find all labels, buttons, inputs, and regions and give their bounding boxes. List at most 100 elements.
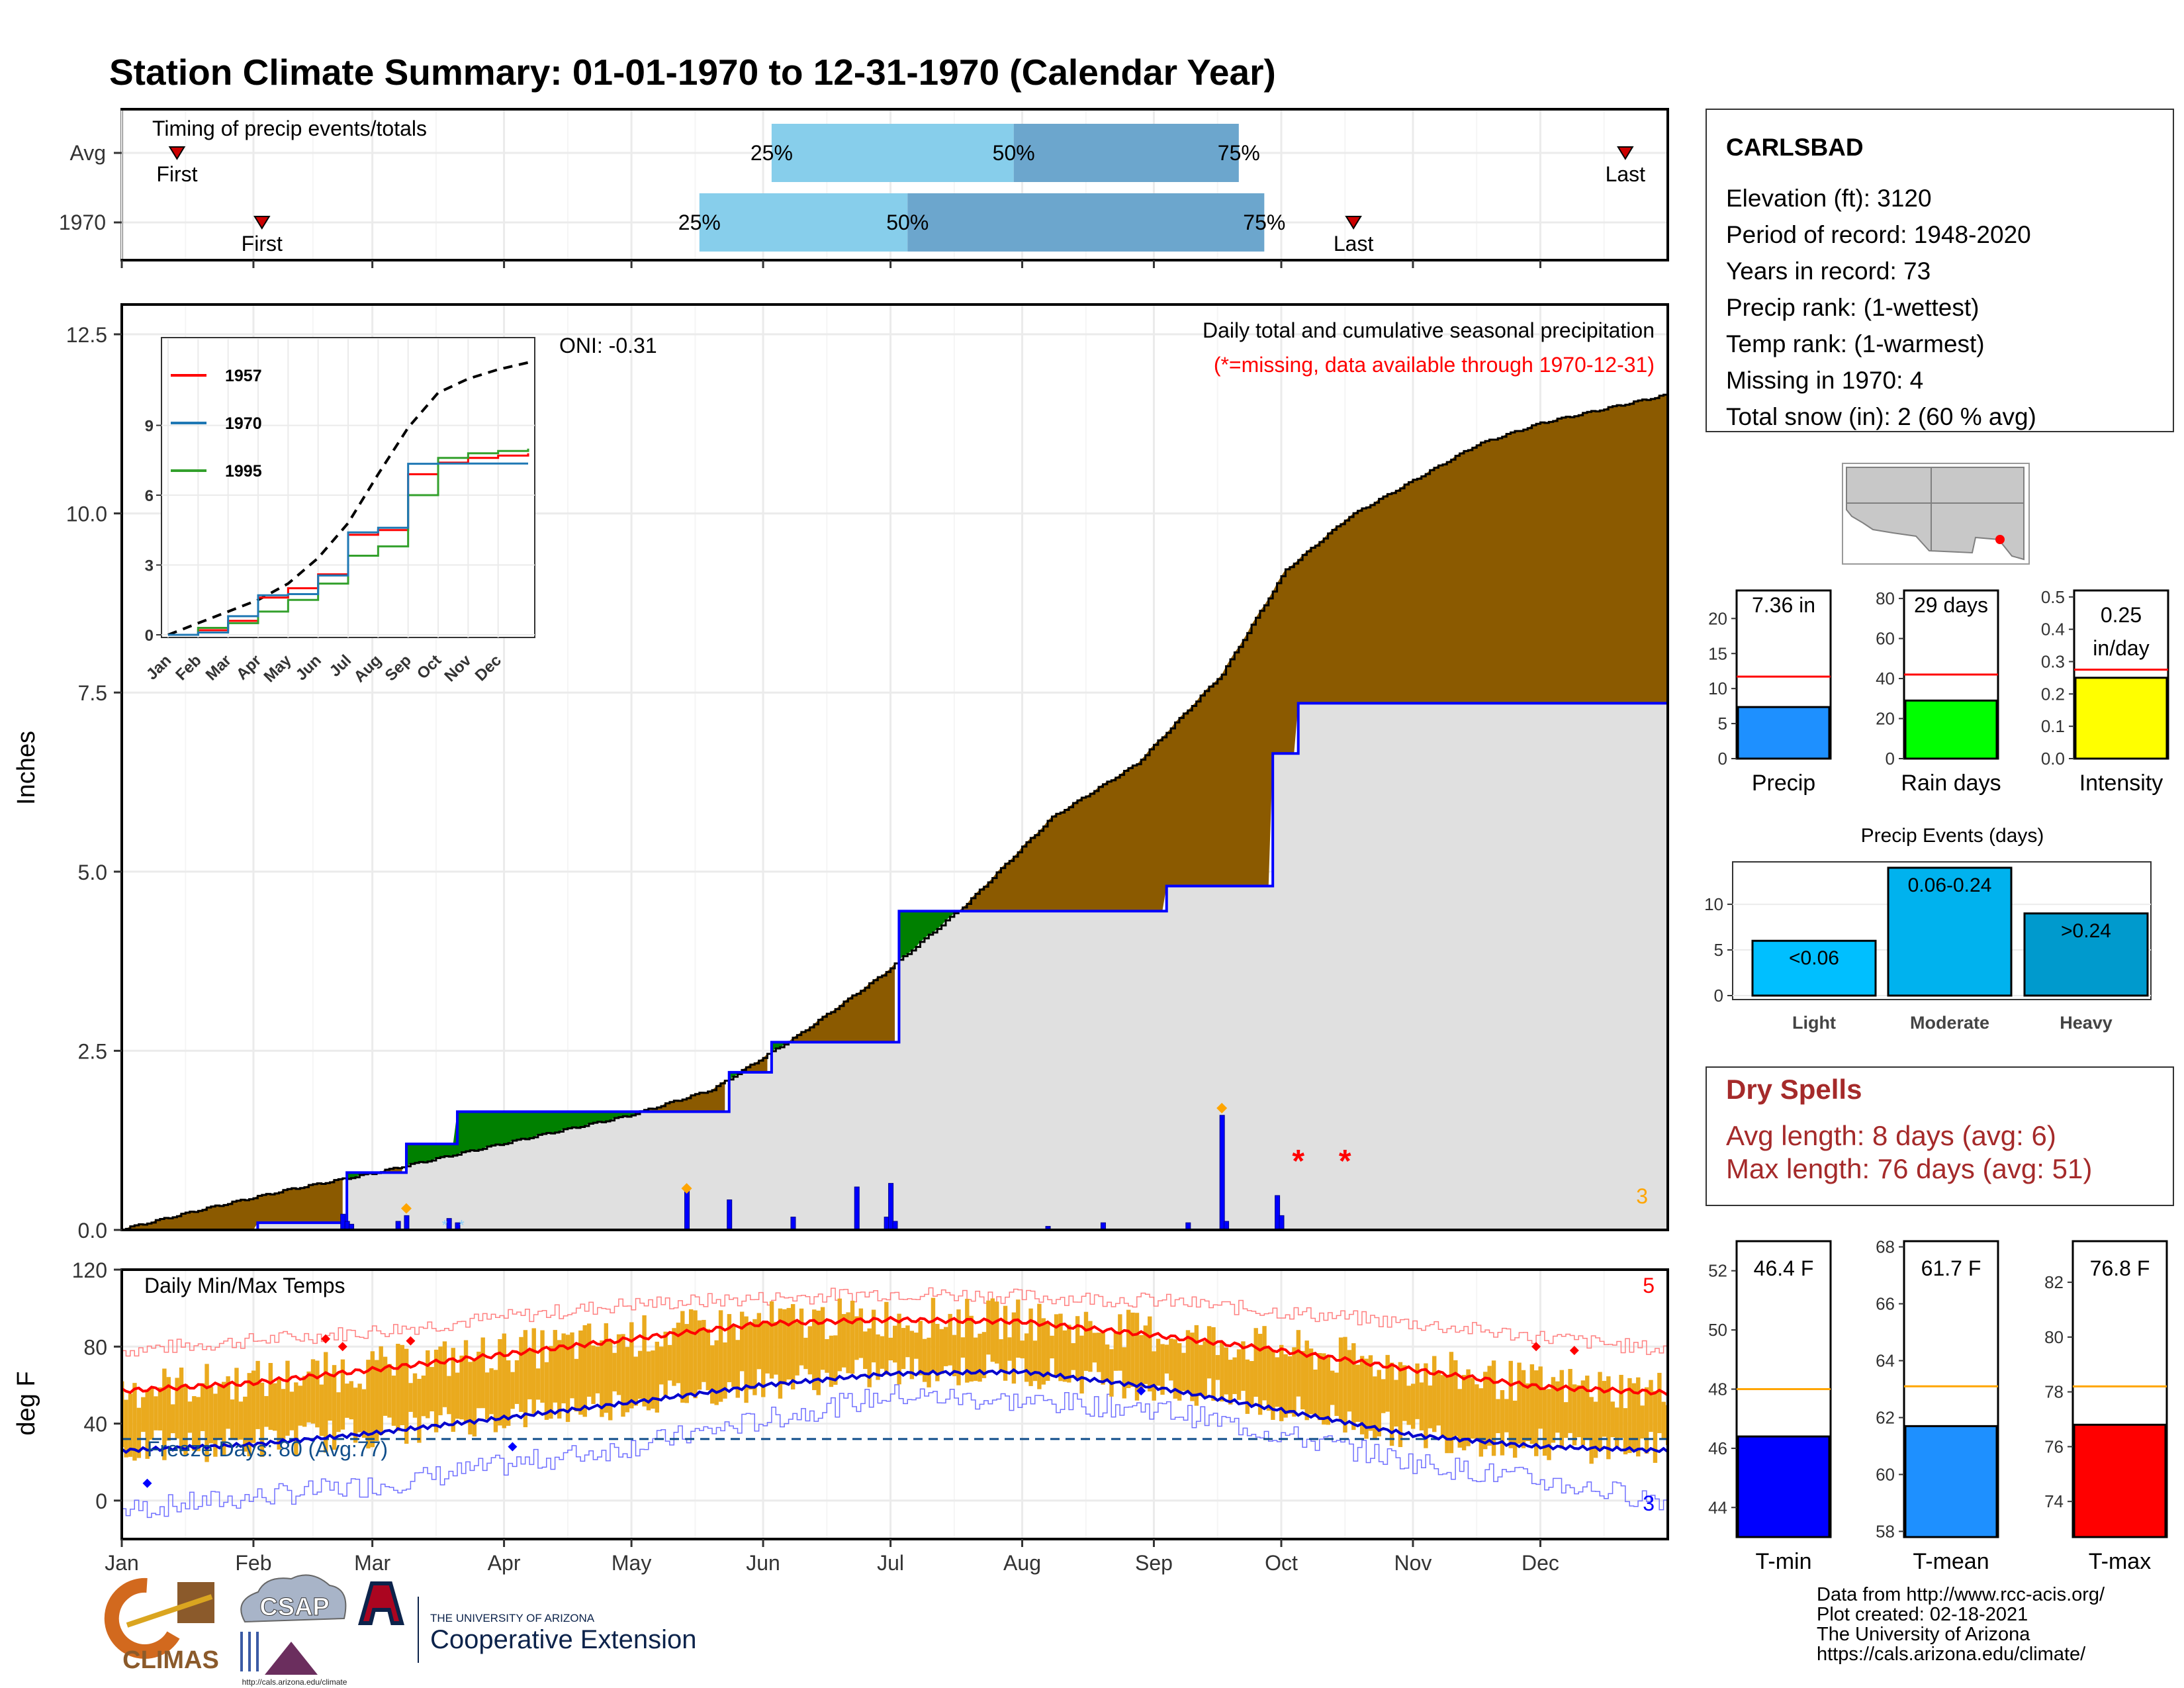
daily-precip-bar [1100, 1222, 1106, 1230]
daily-temp-range-bar [213, 1393, 218, 1457]
tmin-record-line [122, 1384, 1668, 1519]
daily-temp-range-bar [1572, 1384, 1577, 1446]
summary-bar-y-tick-label: 60 [1876, 629, 1895, 649]
events-y-tick-label: 10 [1704, 894, 1723, 914]
daily-temp-range-bar [1614, 1407, 1619, 1449]
daily-temp-range-bar [1529, 1364, 1535, 1444]
daily-temp-range-bar [1296, 1330, 1301, 1397]
inset-y-tick-label: 9 [145, 418, 154, 436]
temp-bar-y-tick-label: 62 [1876, 1407, 1895, 1427]
daily-temp-range-bar [765, 1323, 770, 1374]
events-bar-label: Light [1792, 1013, 1836, 1033]
daily-temp-range-bar [608, 1340, 613, 1421]
daily-temp-range-bar [1054, 1314, 1059, 1376]
daily-temp-range-bar [995, 1301, 999, 1364]
csap-url: http://cals.arizona.edu/climate [242, 1677, 347, 1687]
daily-temp-range-bar [298, 1385, 302, 1426]
climas-wordmark: CLIMAS [122, 1646, 219, 1674]
footer-line-url: https://cals.arizona.edu/climate/ [1817, 1644, 2086, 1665]
events-bar [2023, 912, 2149, 997]
daily-temp-range-bar [208, 1387, 214, 1444]
daily-temp-range-bar [1649, 1380, 1653, 1432]
daily-temp-range-bar [1559, 1370, 1564, 1449]
daily-precip-bar [727, 1199, 733, 1230]
daily-temp-range-bar [281, 1389, 286, 1443]
timing-q25-label: 25% [678, 211, 721, 234]
month-tick-label: Apr [488, 1551, 521, 1575]
daily-temp-range-bar [884, 1301, 889, 1375]
daily-temp-range-bar [973, 1337, 978, 1382]
daily-temp-range-bar [1122, 1347, 1126, 1399]
events-bar-label: Moderate [1910, 1013, 1989, 1033]
temp-y-tick-label: 120 [72, 1258, 107, 1282]
daily-temp-range-bar [1245, 1359, 1250, 1414]
timing-q50-q75-bar [1013, 124, 1239, 182]
daily-temp-range-bar [918, 1321, 923, 1376]
daily-temp-range-bar [888, 1337, 893, 1361]
daily-temp-range-bar [1185, 1330, 1191, 1391]
month-tick-label: Sep [1135, 1551, 1173, 1575]
daily-temp-range-bar [498, 1338, 502, 1426]
daily-temp-range-bar [1585, 1376, 1590, 1439]
daily-temp-range-bar [417, 1379, 422, 1443]
above-observed-fill [122, 393, 1668, 1230]
event-record-marker [1216, 1102, 1228, 1113]
summary-bar-y-tick-label: 20 [1708, 608, 1727, 628]
daily-temp-range-bar [370, 1351, 375, 1448]
oni-label: ONI: -0.31 [559, 334, 657, 357]
daily-temp-range-bar [1220, 1341, 1224, 1402]
daily-temp-range-bar [1275, 1357, 1279, 1407]
daily-temp-range-bar [1271, 1350, 1275, 1420]
daily-temp-range-bar [447, 1376, 451, 1415]
daily-temp-range-bar [922, 1338, 927, 1382]
daily-temp-range-bar [825, 1338, 829, 1373]
daily-temp-range-bar [315, 1360, 320, 1428]
temp-y-tick-label: 40 [83, 1413, 107, 1436]
precip-y-tick-label: 12.5 [66, 323, 107, 347]
daily-temp-range-bar [1410, 1383, 1416, 1429]
daily-temp-range-bar [1415, 1363, 1420, 1419]
daily-temp-range-bar [570, 1332, 574, 1399]
missing-note: (*=missing, data available through 1970-… [1214, 353, 1655, 377]
daily-temp-range-bar [459, 1355, 464, 1420]
daily-temp-range-bar [510, 1372, 515, 1409]
daily-temp-range-bar [387, 1364, 392, 1418]
daily-temp-range-bar [264, 1395, 269, 1427]
ua-cooperative-extension-logo: THE UNIVERSITY OF ARIZONA Cooperative Ex… [358, 1581, 696, 1663]
daily-temp-range-bar [616, 1334, 621, 1395]
daily-temp-range-bar [175, 1378, 179, 1439]
daily-temp-range-bar [927, 1337, 931, 1387]
daily-temp-range-bar [1101, 1331, 1105, 1385]
temp-bar-y-tick-label: 52 [1708, 1261, 1727, 1281]
daily-temp-range-bar [1636, 1377, 1641, 1457]
daily-temp-range-bar [1377, 1370, 1382, 1436]
daily-temp-range-bar [238, 1401, 244, 1440]
daily-temp-range-bar [1118, 1314, 1122, 1371]
daily-temp-range-bar [1589, 1397, 1594, 1464]
events-y-tick-label: 5 [1714, 940, 1723, 960]
daily-temp-range-bar [1050, 1335, 1054, 1359]
daily-temp-range-bar [850, 1300, 855, 1374]
daily-temp-range-bar [1199, 1344, 1203, 1396]
daily-temp-range-bar [948, 1313, 952, 1366]
temp-frame [120, 1268, 1669, 1540]
daily-temp-range-bar [187, 1401, 193, 1433]
month-axis: Jan Feb Mar Apr May Jun Jul Aug Sep Oct Nov Dec [105, 1539, 1559, 1575]
daily-temp-range-bar [408, 1383, 413, 1412]
daily-temp-range-bar [540, 1330, 545, 1403]
footer-line-created: Plot created: 02-18-2021 [1817, 1604, 2028, 1625]
daily-temp-range-bar [222, 1382, 226, 1456]
footer-credits: Data from http://www.rcc-acis.org/ Plot … [1817, 1584, 2105, 1665]
dry-spells-frame [1706, 1066, 2174, 1206]
daily-temp-range-bar [433, 1349, 439, 1432]
daily-temp-range-bar [285, 1360, 290, 1436]
daily-temp-range-bar [1334, 1372, 1339, 1417]
temp-panel: 0 40 80 120 Jan Feb Mar Apr May Jun Jul Aug Sep Oct N… [13, 1258, 1669, 1575]
daily-temp-range-bar [1381, 1379, 1386, 1413]
daily-temp-range-bar [557, 1340, 562, 1419]
daily-temp-range-bar [1619, 1374, 1623, 1438]
daily-temp-range-bar [455, 1372, 460, 1419]
daily-temp-range-bar [1134, 1313, 1140, 1401]
tmax-record-line [122, 1287, 1668, 1357]
daily-temp-range-bar [1640, 1405, 1645, 1439]
